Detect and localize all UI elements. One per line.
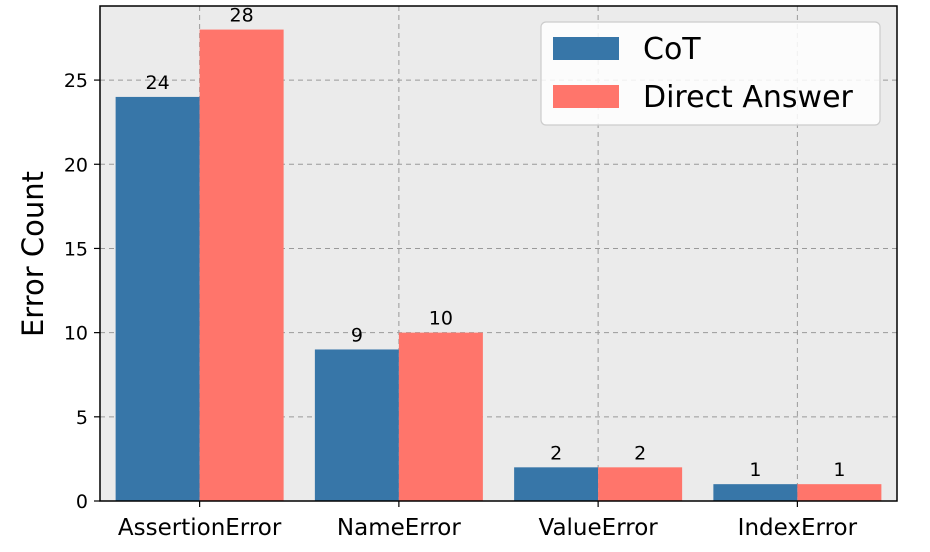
bar-direct-answer-assertionerror [199,29,284,501]
bar-cot-valueerror [514,467,599,501]
value-label: 2 [550,442,562,464]
y-tick-label: 0 [76,491,88,513]
y-axis: 0 5 10 15 20 25 [64,70,100,513]
value-label: 10 [429,308,453,330]
bars [115,29,882,501]
legend-label: CoT [643,32,701,67]
x-tick-label: ValueError [539,515,659,541]
value-label: 1 [749,459,761,481]
value-label: 28 [230,5,254,27]
x-tick-label: NameError [337,515,461,541]
legend: CoT Direct Answer [540,21,881,126]
value-labels: 24 28 9 10 2 2 1 1 [146,5,846,482]
bar-cot-assertionerror [115,96,200,501]
bar-direct-answer-valueerror [598,467,683,501]
y-tick-label: 5 [76,407,88,429]
y-axis-title: Error Count [16,171,50,337]
y-tick-label: 25 [64,70,88,92]
value-label: 9 [351,324,363,346]
bar-cot-nameerror [314,349,399,501]
legend-label: Direct Answer [643,80,854,115]
y-tick-label: 20 [64,154,88,176]
bar-direct-answer-nameerror [398,332,483,501]
legend-swatch [553,85,619,108]
bar-direct-answer-indexerror [797,484,882,501]
y-tick-label: 15 [64,238,88,260]
legend-swatch [553,37,619,60]
legend-box [540,21,881,126]
bar-cot-indexerror [713,484,798,501]
value-label: 24 [146,72,170,94]
value-label: 2 [634,442,646,464]
x-tick-label: AssertionError [118,515,282,541]
plot-frame [99,5,898,502]
value-label: 1 [833,459,845,481]
x-axis: AssertionError NameError ValueError IndexEr… [118,501,858,541]
y-tick-label: 10 [64,323,88,345]
x-tick-label: IndexError [738,515,858,541]
